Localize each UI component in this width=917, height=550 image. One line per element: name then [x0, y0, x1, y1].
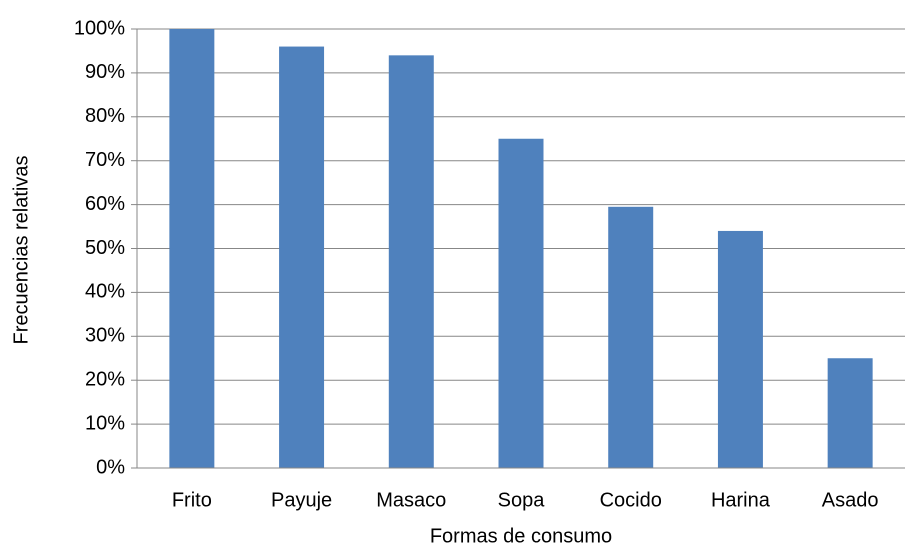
- y-tick-label: 10%: [85, 412, 125, 434]
- y-tick-label: 30%: [85, 325, 125, 347]
- y-tick-label: 20%: [85, 368, 125, 390]
- x-tick-label: Harina: [711, 489, 771, 511]
- x-tick-label: Cocido: [600, 489, 662, 511]
- y-tick-label: 60%: [85, 193, 125, 215]
- bar: [279, 46, 325, 469]
- x-tick-label: Sopa: [498, 489, 546, 511]
- x-tick-label: Frito: [172, 489, 212, 511]
- x-tick-label: Payuje: [271, 489, 332, 511]
- x-tick-label: Asado: [822, 489, 879, 511]
- bar: [169, 29, 215, 468]
- y-tick-label: 100%: [74, 17, 125, 39]
- bar: [827, 358, 873, 468]
- bar: [498, 138, 544, 468]
- bar: [717, 230, 763, 468]
- bar: [608, 206, 654, 469]
- y-tick-label: 80%: [85, 105, 125, 127]
- y-tick-label: 50%: [85, 237, 125, 259]
- y-tick-label: 0%: [96, 456, 125, 478]
- bar: [388, 55, 434, 469]
- x-axis-label: Formas de consumo: [430, 525, 612, 547]
- y-tick-label: 40%: [85, 281, 125, 303]
- x-tick-label: Masaco: [376, 489, 446, 511]
- y-tick-label: 70%: [85, 149, 125, 171]
- y-tick-label: 90%: [85, 61, 125, 83]
- y-axis-label: Frecuencias relativas: [10, 156, 32, 345]
